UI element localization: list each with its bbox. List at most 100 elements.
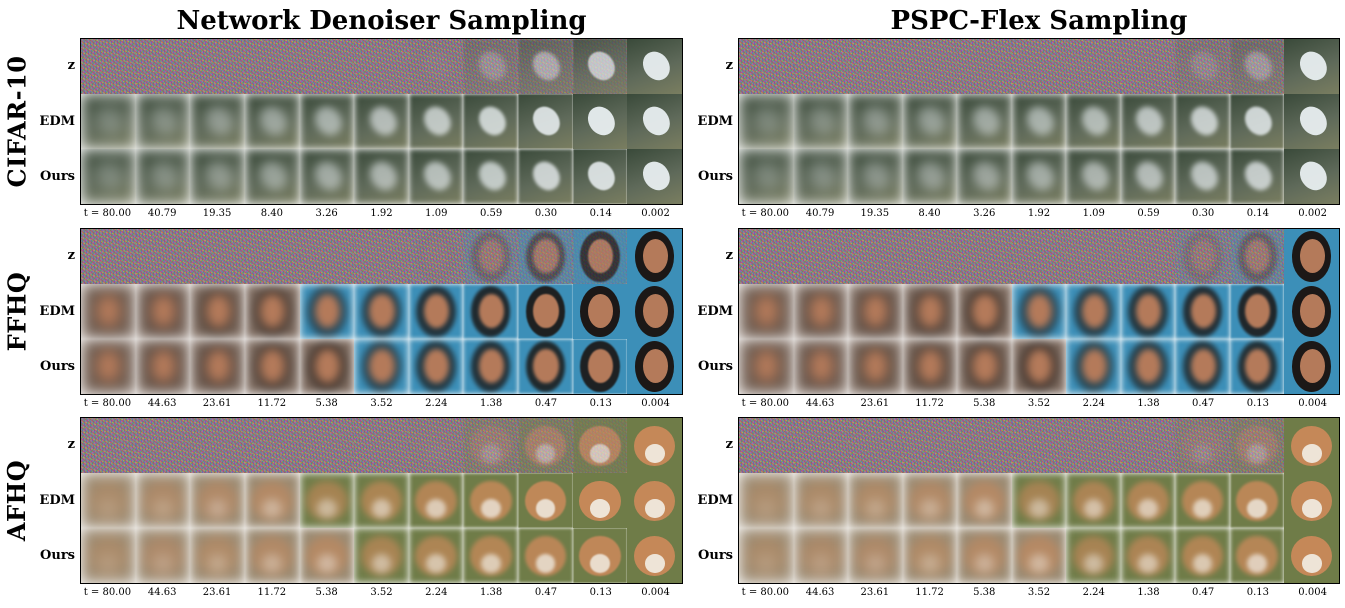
muzzle-shape xyxy=(1138,444,1158,463)
sample-image xyxy=(463,284,519,339)
sample-cell xyxy=(1284,418,1339,473)
sample-image xyxy=(627,284,682,339)
fox-shape xyxy=(251,535,293,577)
sample-cell xyxy=(190,418,245,473)
sample-cell xyxy=(299,229,355,284)
sample-cell xyxy=(902,149,958,204)
sample-image xyxy=(1175,473,1230,528)
bird-shape xyxy=(1076,101,1114,141)
face-shape xyxy=(1082,239,1107,273)
bird-shape xyxy=(1239,46,1278,86)
sample-image xyxy=(1175,94,1230,149)
bird-shape xyxy=(1239,101,1278,141)
muzzle-shape xyxy=(371,499,392,519)
t-value-label: 2.24 xyxy=(425,398,448,409)
t-axis-labels: t = 80.00 44.63 23.61 11.72 5.38 3.52 2.24 1.38… xyxy=(738,398,1340,410)
sample-cell xyxy=(848,149,903,204)
sample-image xyxy=(902,284,958,339)
sample-image xyxy=(1284,528,1339,583)
sample-cell xyxy=(463,39,519,94)
face-shape xyxy=(1136,348,1162,383)
dataset-label-text: CIFAR-10 xyxy=(2,55,32,188)
row-label-right: z xyxy=(725,436,733,452)
sample-cell xyxy=(81,94,136,149)
t-value-label: 23.61 xyxy=(202,587,232,598)
t-value-label: 2.24 xyxy=(1082,587,1105,598)
sample-cell xyxy=(572,229,628,284)
muzzle-shape xyxy=(756,499,777,519)
sample-cell xyxy=(354,39,409,94)
bird-shape xyxy=(913,47,950,86)
sample-cell xyxy=(1011,473,1067,528)
bird-shape xyxy=(528,156,566,196)
sample-cell xyxy=(1066,418,1121,473)
t-value-label: t = 80.00 xyxy=(741,398,790,409)
face-shape xyxy=(260,293,286,328)
sample-image xyxy=(902,528,958,583)
muzzle-shape xyxy=(756,444,776,463)
sample-image xyxy=(408,149,464,204)
sample-cell xyxy=(1229,39,1285,94)
muzzle-shape xyxy=(644,499,665,519)
t-value-label: 1.38 xyxy=(1137,398,1160,409)
t-value-label: 1.38 xyxy=(479,587,503,598)
bird-shape xyxy=(637,46,675,86)
sample-cell xyxy=(518,418,573,473)
fox-shape xyxy=(909,535,951,577)
face-shape xyxy=(642,348,668,383)
muzzle-shape xyxy=(590,554,610,574)
face-shape xyxy=(1299,348,1325,383)
sample-image xyxy=(518,339,573,394)
bird-shape xyxy=(582,46,621,86)
bird-shape xyxy=(637,101,675,141)
face-shape xyxy=(1245,238,1271,273)
sample-cell xyxy=(957,339,1012,394)
sample-cell xyxy=(957,284,1012,339)
sample-image xyxy=(1066,473,1121,528)
sample-image xyxy=(408,229,464,284)
hair-shape xyxy=(1237,231,1277,282)
muzzle-shape xyxy=(920,554,940,574)
t-value-label: 40.79 xyxy=(805,208,835,219)
sample-cell xyxy=(1066,284,1121,339)
bird-shape xyxy=(90,101,129,141)
sample-cell xyxy=(739,284,794,339)
muzzle-shape xyxy=(1192,554,1213,574)
dataset-label-afhq: AFHQ xyxy=(0,417,34,584)
fox-shape xyxy=(87,535,130,577)
muzzle-shape xyxy=(371,554,392,574)
face-shape xyxy=(808,348,834,383)
t-value-label: 8.40 xyxy=(918,208,941,219)
sample-image xyxy=(739,528,794,583)
fox-shape xyxy=(854,535,897,577)
t-value-label: 44.63 xyxy=(805,587,835,598)
sample-cell xyxy=(299,94,355,149)
face-shape xyxy=(478,293,504,328)
fox-shape xyxy=(196,535,239,577)
sample-cell xyxy=(793,418,849,473)
bird-shape xyxy=(1185,46,1223,86)
sample-cell xyxy=(190,39,245,94)
sample-cell xyxy=(1066,94,1121,149)
t-value-label: 11.72 xyxy=(257,587,287,598)
sample-cell xyxy=(463,528,519,583)
sample-image xyxy=(1175,229,1230,284)
muzzle-shape xyxy=(1192,444,1213,464)
fox-shape xyxy=(1181,425,1224,467)
muzzle-shape xyxy=(153,499,173,519)
t-value-label: 0.004 xyxy=(1298,398,1327,409)
sample-image xyxy=(1011,284,1067,339)
sample-cell xyxy=(463,473,519,528)
sample-cell xyxy=(572,418,628,473)
sample-cell xyxy=(1175,473,1230,528)
face-shape xyxy=(918,239,943,273)
muzzle-shape xyxy=(920,499,940,519)
sample-cell xyxy=(1120,528,1176,583)
dataset-label-text: AFHQ xyxy=(2,459,32,542)
sample-cell xyxy=(1011,229,1067,284)
sample-cell xyxy=(190,528,245,583)
face-shape xyxy=(96,348,122,383)
sample-image xyxy=(408,528,464,583)
sample-cell xyxy=(190,94,245,149)
sample-cell xyxy=(1284,528,1339,583)
